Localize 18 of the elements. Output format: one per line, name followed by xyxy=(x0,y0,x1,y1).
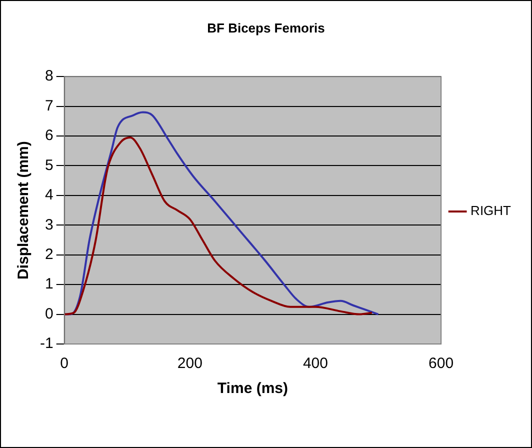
legend-label: RIGHT xyxy=(470,203,512,218)
y-tick-label: 4 xyxy=(44,186,54,204)
y-tick-label: 2 xyxy=(44,246,54,264)
x-tick-label: 400 xyxy=(302,355,328,372)
y-tick-label: 5 xyxy=(44,156,54,174)
x-tick-label: 0 xyxy=(60,355,69,372)
y-axis-title: Displacement (mm) xyxy=(15,141,32,280)
y-tick-label: 7 xyxy=(44,97,54,114)
y-tick-label: 6 xyxy=(44,127,54,144)
x-tick-label: 200 xyxy=(177,355,202,372)
x-tick-label: 600 xyxy=(428,355,454,372)
chart-title: BF Biceps Femoris xyxy=(207,20,325,36)
x-axis-title: Time (ms) xyxy=(217,380,288,398)
y-tick-label: -1 xyxy=(40,335,54,352)
y-tick-label: 8 xyxy=(44,68,54,85)
y-tick-label: 0 xyxy=(44,305,54,322)
y-tick-label: 3 xyxy=(44,216,54,234)
y-tick-label: 1 xyxy=(44,276,54,293)
